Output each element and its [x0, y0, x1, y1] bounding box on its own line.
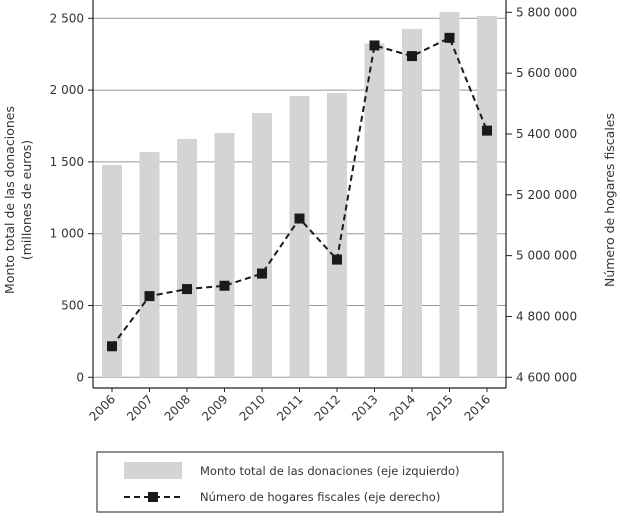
bar-2014 [402, 28, 422, 378]
x-tick-label: 2007 [124, 392, 155, 423]
right-tick-label: 5 400 000 [516, 127, 577, 141]
point-2009 [219, 280, 230, 291]
left-tick-label: 2 500 [50, 11, 84, 25]
x-tick-label: 2015 [424, 392, 455, 423]
x-tick-label: 2014 [387, 392, 418, 423]
bar-2009 [214, 132, 235, 378]
x-tick-label: 2016 [462, 392, 493, 423]
x-tick-label: 2011 [274, 392, 305, 423]
left-tick-label: 500 [61, 299, 84, 313]
x-tick-label: 2009 [199, 392, 230, 423]
point-2015 [444, 32, 455, 43]
axes: 0 500 1 000 1 500 2 000 2 500 4 600 000 4 800 0… [50, 0, 577, 424]
legend-bar-swatch [124, 462, 182, 479]
bar-2015 [439, 11, 460, 378]
legend: Monto total de las donaciones (eje izqui… [96, 451, 504, 513]
bar-2006 [102, 164, 122, 378]
legend-line-label: Número de hogares fiscales (eje derecho) [200, 490, 440, 504]
left-tick-label: 0 [76, 370, 84, 384]
bar-2007 [139, 151, 160, 378]
x-tick-label: 2010 [237, 392, 268, 423]
left-axis-title-line1: Monto total de las donaciones [2, 106, 17, 294]
bar-2008 [177, 138, 197, 378]
x-tick-label: 2012 [312, 392, 343, 423]
x-tick-label: 2006 [87, 392, 118, 423]
bar-2012 [327, 92, 347, 378]
point-2011 [294, 213, 305, 224]
bar-series [102, 11, 497, 378]
left-axis-title-line2: (millones de euros) [19, 140, 34, 260]
legend-bar-label: Monto total de las donaciones (eje izqui… [200, 464, 459, 478]
line-series [107, 32, 492, 352]
point-2007 [144, 291, 155, 302]
right-tick-label: 5 600 000 [516, 66, 577, 80]
point-2008 [182, 284, 192, 295]
legend-line-marker [148, 492, 158, 502]
bar-2011 [289, 95, 310, 378]
point-2010 [257, 268, 267, 279]
point-2016 [482, 125, 492, 136]
x-tick-label: 2013 [349, 392, 380, 423]
x-tick-label: 2008 [162, 392, 193, 423]
right-tick-label: 4 800 000 [516, 309, 577, 323]
right-tick-label: 5 200 000 [516, 188, 577, 202]
left-tick-label: 1 000 [50, 227, 84, 241]
point-2012 [332, 254, 342, 265]
right-tick-label: 4 600 000 [516, 370, 577, 384]
right-axis-title: Número de hogares fiscales [602, 113, 617, 287]
point-2013 [369, 40, 380, 51]
left-tick-label: 1 500 [50, 155, 84, 169]
right-tick-label: 5 000 000 [516, 249, 577, 263]
right-tick-label: 5 800 000 [516, 5, 577, 19]
left-tick-label: 2 000 [50, 83, 84, 97]
bar-2016 [477, 16, 497, 378]
point-2006 [107, 341, 117, 352]
bar-2010 [252, 112, 272, 378]
point-2014 [407, 51, 417, 62]
bar-2013 [364, 43, 385, 378]
